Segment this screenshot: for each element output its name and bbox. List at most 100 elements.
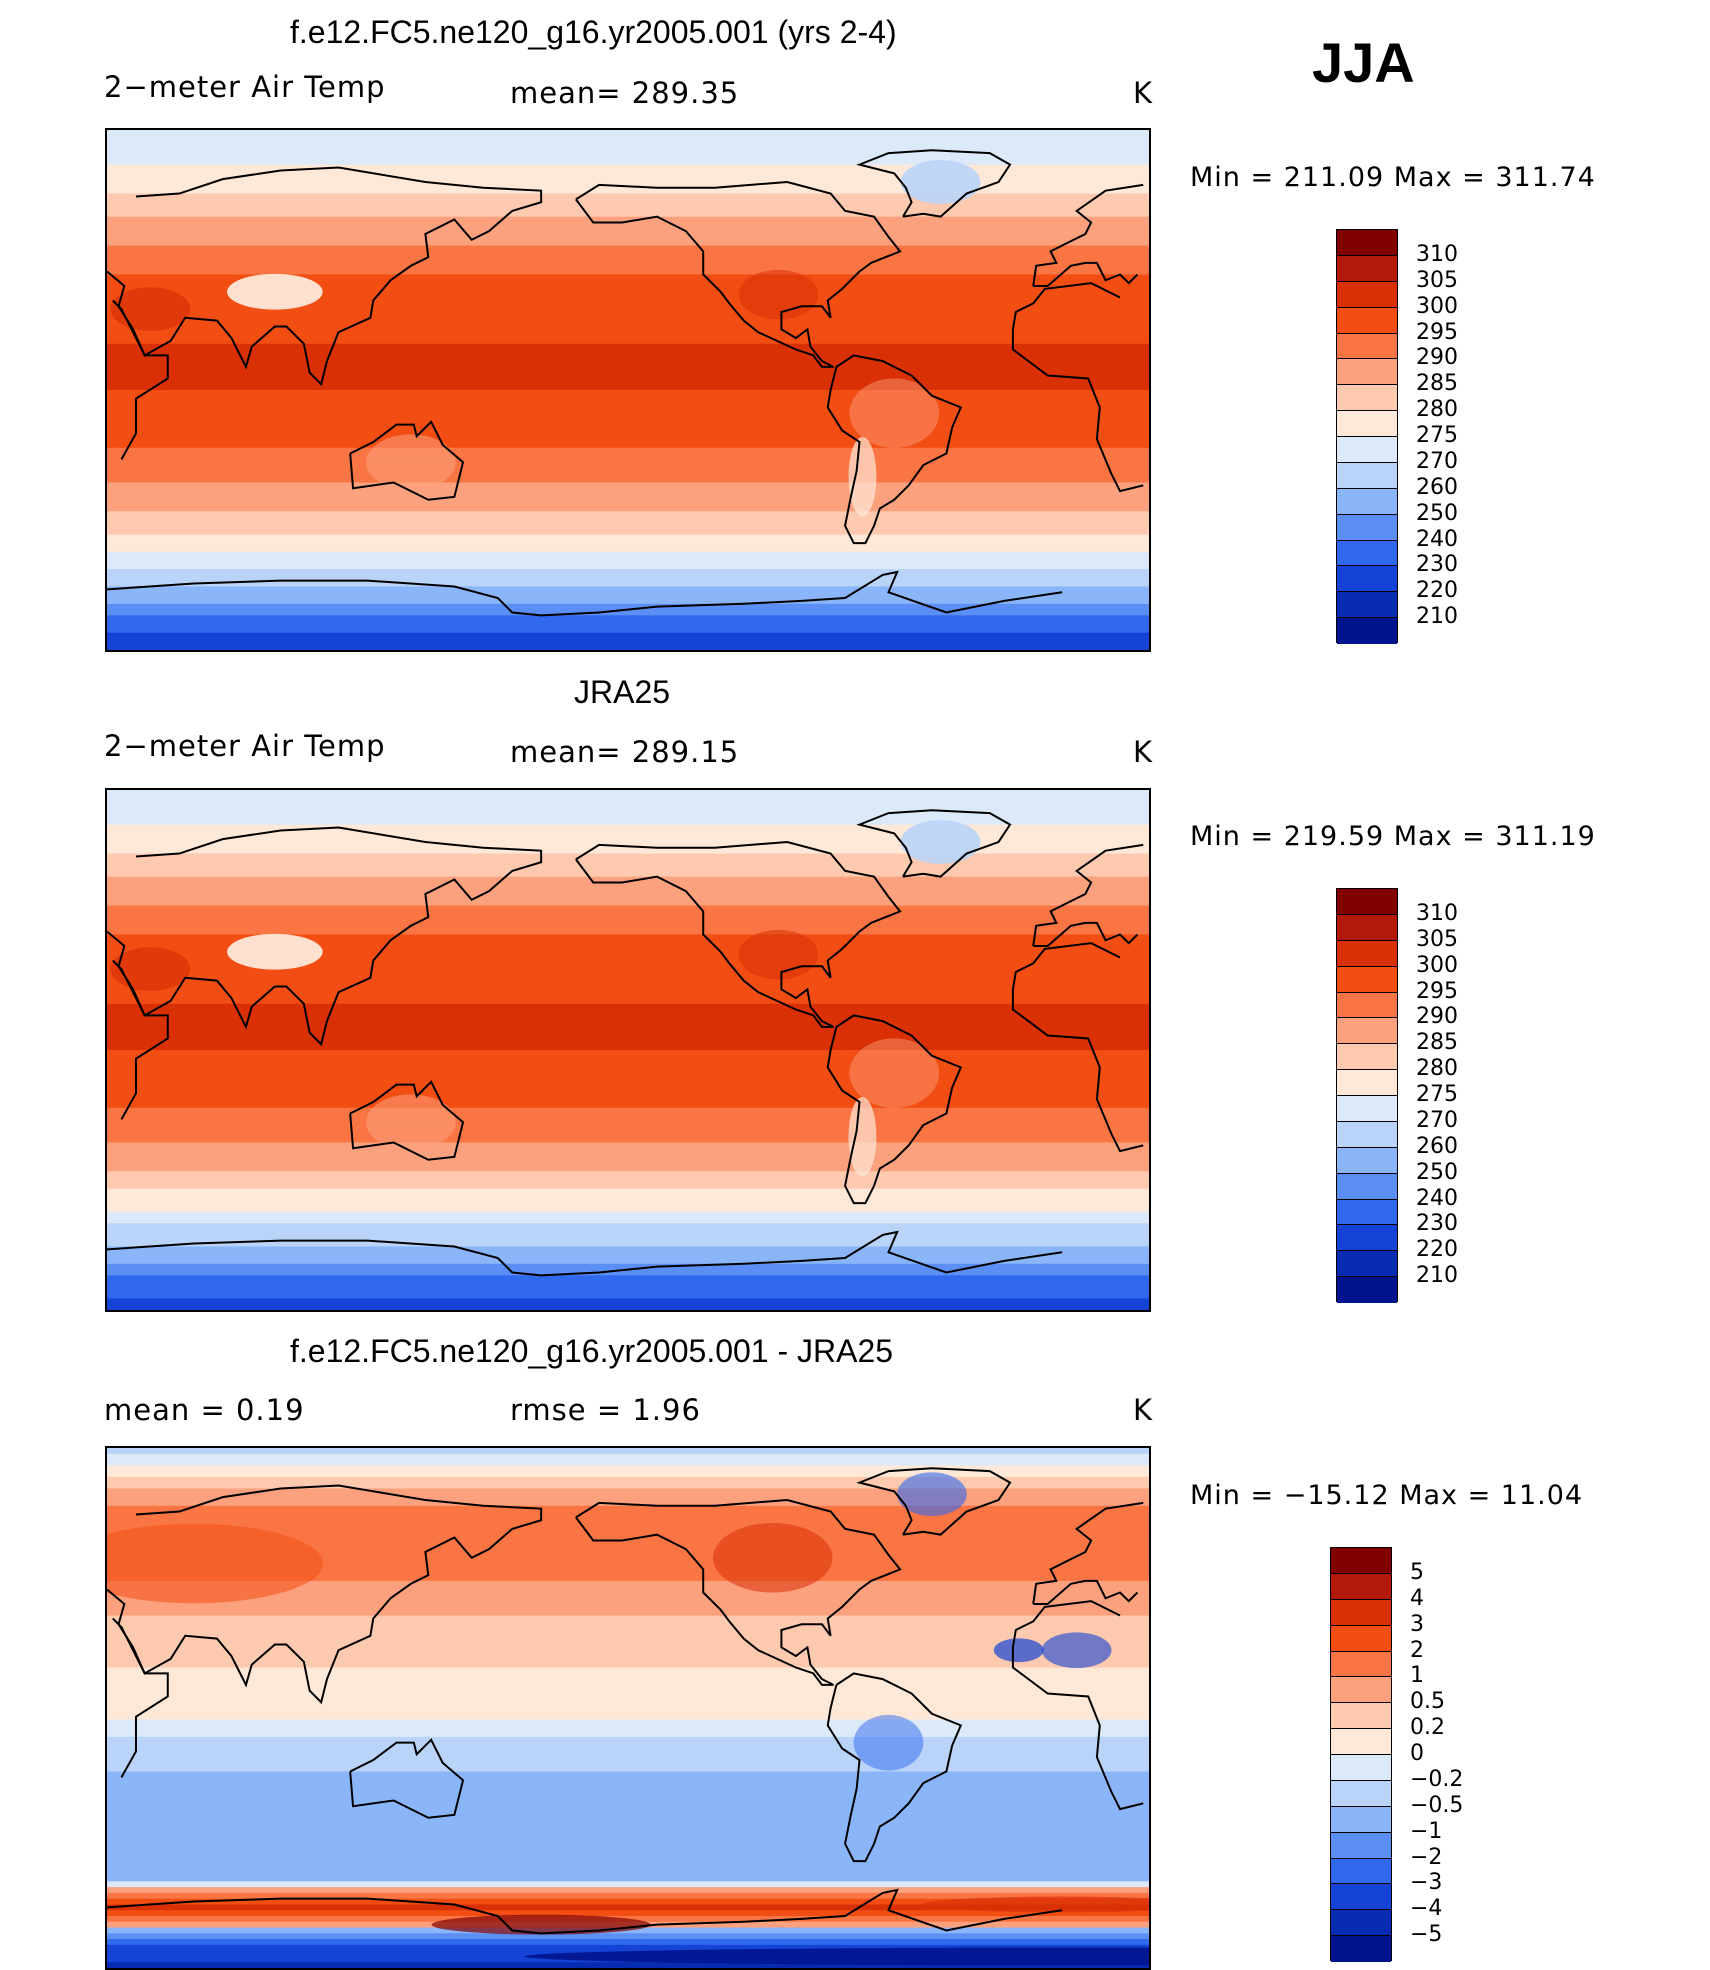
panel-3-map [105, 1446, 1151, 1970]
zonal-band [107, 130, 1149, 137]
zonal-band [107, 228, 1149, 235]
zonal-band [107, 193, 1149, 200]
panel-3-colorbar: 5 4 3 2 1 0.5 0.2 0 −0.2 −0.5 −1 −2 −3 −4 −5 [1330, 1547, 1463, 1962]
colorbar-tick-label: 260 [1416, 1133, 1458, 1159]
colorbar-tick-label: 280 [1416, 1056, 1458, 1082]
zonal-band [107, 297, 1149, 304]
coastline-north-america [575, 840, 902, 1028]
colorbar-tick-label: 0.2 [1410, 1715, 1445, 1741]
zonal-band [107, 1546, 1149, 1553]
colorbar-tick-label: 295 [1416, 319, 1458, 345]
zonal-band [107, 1661, 1149, 1669]
zonal-band [107, 899, 1149, 907]
colorbar-swatch [1331, 1884, 1391, 1911]
zonal-band [107, 447, 1149, 455]
colorbar-tick-label: −1 [1410, 1818, 1443, 1844]
field-feature [849, 378, 940, 448]
zonal-band [107, 1598, 1149, 1605]
zonal-band [107, 1471, 1149, 1478]
colorbar-tick-label: 4 [1410, 1585, 1424, 1611]
zonal-band [107, 859, 1149, 866]
field-feature [897, 1472, 967, 1517]
zonal-band [107, 1615, 1149, 1622]
zonal-band [107, 1050, 1149, 1057]
zonal-band [107, 482, 1149, 489]
zonal-band [107, 621, 1149, 628]
coastline-australia [349, 1738, 465, 1819]
colorbar-tick-label: −2 [1410, 1844, 1443, 1870]
zonal-band [107, 1292, 1149, 1300]
zonal-band [107, 1736, 1149, 1744]
colorbar-tick-label: 220 [1416, 1237, 1458, 1263]
zonal-band [107, 395, 1149, 403]
colorbar-swatch [1337, 281, 1397, 308]
zonal-band [107, 291, 1149, 299]
zonal-band [107, 1840, 1149, 1848]
zonal-band [107, 158, 1149, 166]
zonal-band [107, 1788, 1149, 1796]
zonal-band [107, 1188, 1149, 1196]
zonal-band [107, 1142, 1149, 1149]
colorbar-tick-label: −3 [1410, 1870, 1443, 1896]
zonal-band [107, 1627, 1149, 1634]
zonal-band [107, 1136, 1149, 1144]
colorbar-tick-label: 230 [1416, 1211, 1458, 1237]
zonal-band [107, 280, 1149, 287]
zonal-band [107, 795, 1149, 803]
field-feature [110, 947, 191, 991]
zonal-band [107, 1505, 1149, 1513]
colorbar-swatch [1331, 1573, 1391, 1600]
zonal-band [107, 1304, 1149, 1310]
zonal-band [107, 813, 1149, 820]
zonal-band [107, 349, 1149, 356]
zonal-band [107, 1194, 1149, 1201]
zonal-band [107, 928, 1149, 936]
colorbar-swatch [1331, 1832, 1391, 1859]
zonal-band [107, 1171, 1149, 1178]
zonal-band [107, 1563, 1149, 1570]
zonal-band [107, 1887, 1149, 1894]
zonal-band [107, 615, 1149, 622]
zonal-band [107, 1246, 1149, 1253]
panel-1-colorbar: 310 305 300 295 290 285 280 275 270 260 250 240 230 2… [1336, 229, 1458, 644]
zonal-band [107, 986, 1149, 993]
zonal-band [107, 384, 1149, 391]
zonal-band [107, 1869, 1149, 1877]
colorbar-swatch [1337, 1277, 1397, 1303]
colorbar-tick-label: 310 [1416, 241, 1458, 267]
zonal-band [107, 505, 1149, 512]
zonal-band [107, 1650, 1149, 1657]
zonal-band [107, 609, 1149, 616]
colorbar-swatch [1331, 1625, 1391, 1652]
zonal-band [107, 836, 1149, 843]
zonal-band [107, 1107, 1149, 1115]
panel-2-map [105, 788, 1151, 1312]
zonal-band [107, 372, 1149, 380]
zonal-band [107, 338, 1149, 345]
zonal-band [107, 905, 1149, 912]
zonal-band [107, 1609, 1149, 1617]
field-feature [712, 1523, 833, 1593]
zonal-band [107, 1817, 1149, 1825]
coastline-antarctica [107, 570, 1063, 617]
colorbar-tick-label: −0.5 [1410, 1792, 1464, 1818]
zonal-band [107, 1696, 1149, 1703]
colorbar-tick-label: 3 [1410, 1611, 1424, 1637]
zonal-band [107, 222, 1149, 229]
zonal-band [107, 1488, 1149, 1495]
zonal-band [107, 1806, 1149, 1813]
zonal-band [107, 470, 1149, 478]
colorbar-tick-label: 0 [1410, 1741, 1424, 1766]
zonal-band [107, 1852, 1149, 1859]
colorbar-swatch [1331, 1599, 1391, 1626]
zonal-band [107, 176, 1149, 183]
panel-2-units: K [1133, 735, 1154, 769]
colorbar-tick-label: 250 [1416, 500, 1458, 526]
zonal-band [107, 801, 1149, 808]
field-feature [107, 1523, 324, 1604]
field-feature [738, 269, 819, 320]
colorbar-swatch [1337, 992, 1397, 1019]
field-feature [1041, 1632, 1112, 1669]
coastline-north-america [575, 1498, 902, 1686]
zonal-band [107, 418, 1149, 426]
